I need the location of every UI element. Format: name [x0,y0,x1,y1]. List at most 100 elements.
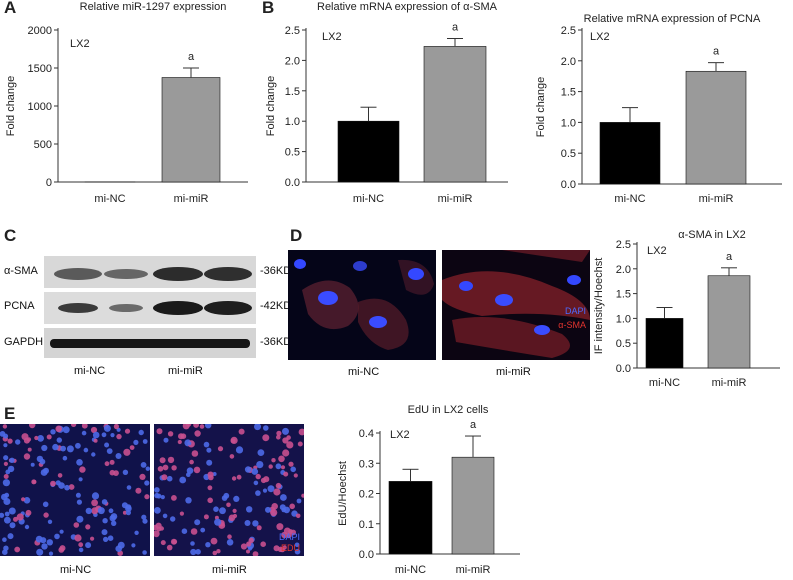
cell-nucleus [207,471,214,478]
cell-nucleus [113,424,119,430]
cell-nucleus [129,445,135,450]
cell-nucleus [75,442,81,449]
cell-nucleus [126,485,132,490]
cell-nucleus [0,431,6,437]
cell-nucleus [297,441,303,447]
cell-nucleus [2,424,8,429]
cell-nucleus [23,453,31,460]
cell-nucleus [212,550,218,556]
cell-nucleus [282,545,287,550]
cell-nucleus [171,539,178,545]
cell-nucleus [52,443,59,451]
cell-nucleus [16,513,24,521]
y-tick-label: 2.0 [285,55,300,67]
y-tick-label: 1.5 [561,87,576,99]
cell-nucleus [190,548,197,556]
cell-nucleus [64,484,70,491]
cell-nucleus [68,484,75,490]
y-tick-label: 1000 [28,101,52,113]
cell-nucleus [56,437,62,443]
cell-nucleus [142,550,147,555]
x-tick-label: mi-NC [649,377,680,389]
cell-nucleus [289,503,295,510]
cell-nucleus [142,518,148,524]
cell-nucleus [83,447,89,453]
y-tick-label: 0.1 [359,519,374,531]
cell-nucleus [3,474,9,479]
cell-nucleus [282,449,290,457]
cell-nucleus [286,441,294,449]
cell-nucleus [240,543,248,550]
cell-nucleus [189,459,194,465]
cell-nucleus [210,537,218,545]
cell-nucleus [171,465,177,471]
y-tick-label: 0 [46,177,52,189]
cell-nucleus [193,424,199,428]
blot-label-asma: α-SMA [4,265,38,277]
y-tick-label: 2.5 [616,239,631,251]
cell-nucleus [283,471,289,477]
cell-nucleus [50,429,56,435]
y-tick-label: 0.5 [561,148,576,160]
cell-nucleus [122,469,129,475]
y-axis-label: IF intensity/Hoechst [593,258,605,355]
cell-nucleus [207,485,213,491]
cell-nucleus [193,466,201,474]
cell-nucleus [181,528,188,534]
cell-nucleus [262,488,268,493]
cell-nucleus [279,504,286,511]
cell-nucleus [190,528,198,535]
cell-nucleus [167,431,174,437]
cell-nucleus [159,457,166,464]
cell-nucleus [252,520,259,527]
cell-nucleus [27,447,32,452]
panel-letter-d: D [290,226,303,245]
cell-nucleus [246,541,252,547]
cell-nucleus [110,433,115,438]
cell-nucleus [41,444,48,452]
cell-nucleus [248,546,253,551]
cell-nucleus [60,445,66,452]
y-tick-label: 0.0 [561,179,576,191]
cell-nucleus [81,424,88,429]
cell-nucleus [154,487,160,493]
cell-line-label: LX2 [322,31,342,43]
y-tick-label: 1.5 [285,86,300,98]
cell-nucleus [9,457,15,463]
cell-nucleus [115,545,122,552]
cell-nucleus [4,516,11,524]
cell-nucleus [244,520,251,526]
chart-title: Relative mRNA expression of α-SMA [317,1,498,13]
cell-line-label: LX2 [70,38,90,50]
cell-nucleus [21,433,29,441]
y-tick-label: 0.0 [616,363,631,375]
cell-nucleus [78,547,84,553]
cell-nucleus [156,526,162,532]
cell-nucleus [142,439,148,444]
cell-nucleus [113,470,119,476]
cell-nucleus [58,547,65,553]
cell-nucleus [267,485,275,493]
cell-nucleus [15,439,21,445]
cell-line-label: LX2 [647,245,667,257]
cell-nucleus [4,511,10,517]
bar-mi-miR [423,46,487,183]
edu-image-mi-mir: DAPI EDU [154,424,304,556]
kd-label-asma: -36KD [260,265,292,277]
x-tick-label: mi-NC [94,193,125,205]
cell-nucleus [140,462,147,468]
cell-nucleus [295,513,301,519]
blot-label-gapdh: GAPDH [4,336,44,348]
panel-letter-e: E [4,404,16,423]
cell-nucleus [2,537,7,542]
cell-nucleus [227,534,232,539]
chart-pcna-mrna: Relative mRNA expression of PCNA LX2 0.0 0.… [535,13,782,205]
edu-label-dapi: DAPI [278,532,300,542]
cell-nucleus [206,459,213,466]
cell-nucleus [191,450,199,457]
y-tick-label: 0.0 [359,549,374,561]
cell-nucleus [121,502,128,509]
cell-nucleus [138,429,144,436]
cell-nucleus [123,448,131,456]
cell-nucleus [3,498,11,505]
